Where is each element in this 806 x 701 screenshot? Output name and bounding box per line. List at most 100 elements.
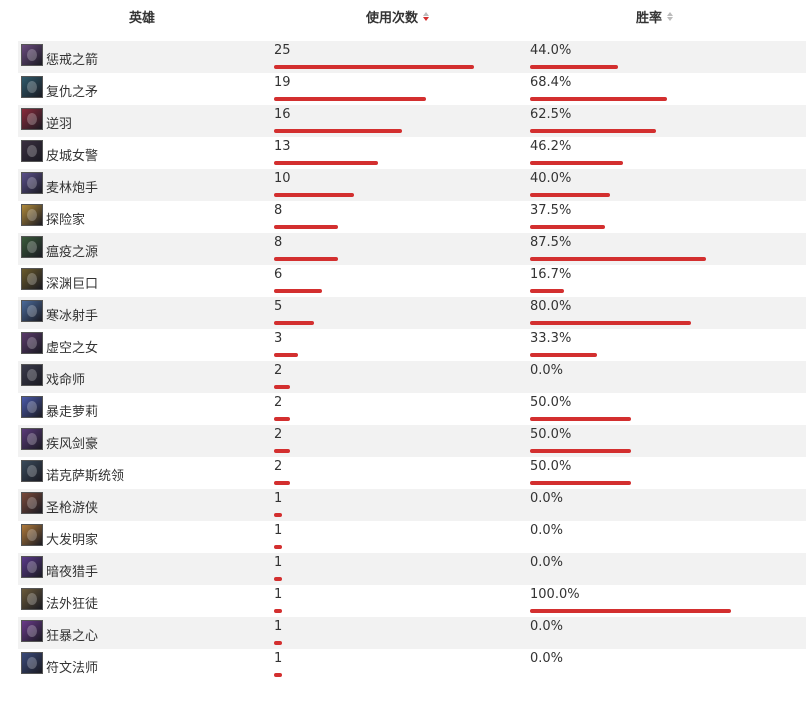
table-row[interactable]: 寒冰射手 5 80.0% (18, 297, 806, 329)
win-rate: 0.0% (530, 363, 564, 378)
table-row[interactable]: 复仇之矛 19 68.4% (18, 73, 806, 105)
hero-avatar[interactable] (21, 620, 43, 642)
table-row[interactable]: 法外狂徒 1 100.0% (18, 585, 806, 617)
usage-count-bar (274, 353, 298, 357)
hero-name[interactable]: 惩戒之箭 (46, 53, 99, 68)
usage-count-bar (274, 289, 322, 293)
usage-count-bar (274, 65, 474, 69)
hero-avatar[interactable] (21, 108, 43, 130)
hero-avatar[interactable] (21, 460, 43, 482)
hero-avatar[interactable] (21, 556, 43, 578)
usage-count: 1 (274, 651, 283, 666)
hero-avatar[interactable] (21, 300, 43, 322)
usage-count-bar (274, 481, 290, 485)
table-row[interactable]: 诺克萨斯统领 2 50.0% (18, 457, 806, 489)
hero-name[interactable]: 圣枪游侠 (46, 501, 99, 516)
usage-count: 1 (274, 619, 283, 634)
hero-avatar[interactable] (21, 428, 43, 450)
usage-count: 5 (274, 299, 283, 314)
table-row[interactable]: 暴走萝莉 2 50.0% (18, 393, 806, 425)
table-row[interactable]: 疾风剑豪 2 50.0% (18, 425, 806, 457)
table-row[interactable]: 探险家 8 37.5% (18, 201, 806, 233)
usage-count: 2 (274, 427, 283, 442)
rate-column-header[interactable]: 胜率 (636, 7, 674, 26)
hero-avatar[interactable] (21, 492, 43, 514)
win-rate-bar (530, 257, 706, 261)
hero-avatar[interactable] (21, 396, 43, 418)
hero-avatar[interactable] (21, 364, 43, 386)
table-row[interactable]: 虚空之女 3 33.3% (18, 329, 806, 361)
usage-count: 16 (274, 107, 291, 122)
count-column-header[interactable]: 使用次数 (366, 7, 430, 26)
usage-count-bar (274, 97, 426, 101)
hero-name[interactable]: 皮城女警 (46, 149, 99, 164)
hero-name[interactable]: 诺克萨斯统领 (46, 469, 125, 484)
table-row[interactable]: 暗夜猎手 1 0.0% (18, 553, 806, 585)
win-rate: 40.0% (530, 171, 572, 186)
hero-name[interactable]: 暗夜猎手 (46, 565, 99, 580)
hero-name[interactable]: 复仇之矛 (46, 85, 99, 100)
win-rate-bar (530, 481, 631, 485)
table-row[interactable]: 惩戒之箭 25 44.0% (18, 41, 806, 73)
hero-name[interactable]: 狂暴之心 (46, 629, 99, 644)
hero-avatar[interactable] (21, 76, 43, 98)
usage-count-bar (274, 577, 282, 581)
usage-count-bar (274, 257, 338, 261)
hero-name[interactable]: 瘟疫之源 (46, 245, 99, 260)
table-row[interactable]: 皮城女警 13 46.2% (18, 137, 806, 169)
hero-avatar[interactable] (21, 140, 43, 162)
hero-column-header: 英雄 (129, 7, 155, 26)
table-row[interactable]: 麦林炮手 10 40.0% (18, 169, 806, 201)
hero-avatar[interactable] (21, 332, 43, 354)
usage-count: 10 (274, 171, 291, 186)
hero-avatar[interactable] (21, 204, 43, 226)
hero-name[interactable]: 戏命师 (46, 373, 86, 388)
hero-name[interactable]: 逆羽 (46, 117, 73, 132)
win-rate: 80.0% (530, 299, 572, 314)
hero-name[interactable]: 大发明家 (46, 533, 99, 548)
hero-name[interactable]: 虚空之女 (46, 341, 99, 356)
hero-name[interactable]: 深渊巨口 (46, 277, 99, 292)
hero-name[interactable]: 暴走萝莉 (46, 405, 99, 420)
usage-count: 6 (274, 267, 283, 282)
win-rate: 0.0% (530, 555, 564, 570)
win-rate: 62.5% (530, 107, 572, 122)
usage-count: 3 (274, 331, 283, 346)
usage-count-bar (274, 641, 282, 645)
hero-name[interactable]: 探险家 (46, 213, 86, 228)
table-row[interactable]: 大发明家 1 0.0% (18, 521, 806, 553)
hero-name[interactable]: 寒冰射手 (46, 309, 99, 324)
sort-descending-icon[interactable] (423, 12, 430, 21)
usage-count: 13 (274, 139, 291, 154)
table-row[interactable]: 圣枪游侠 1 0.0% (18, 489, 806, 521)
win-rate: 68.4% (530, 75, 572, 90)
win-rate: 50.0% (530, 395, 572, 410)
hero-avatar[interactable] (21, 268, 43, 290)
hero-avatar[interactable] (21, 236, 43, 258)
win-rate: 46.2% (530, 139, 572, 154)
table-row[interactable]: 符文法师 1 0.0% (18, 649, 806, 681)
table-row[interactable]: 狂暴之心 1 0.0% (18, 617, 806, 649)
hero-avatar[interactable] (21, 652, 43, 674)
win-rate: 44.0% (530, 43, 572, 58)
win-rate: 0.0% (530, 651, 564, 666)
hero-name[interactable]: 法外狂徒 (46, 597, 99, 612)
hero-avatar[interactable] (21, 172, 43, 194)
table-row[interactable]: 深渊巨口 6 16.7% (18, 265, 806, 297)
table-row[interactable]: 瘟疫之源 8 87.5% (18, 233, 806, 265)
win-rate-bar (530, 321, 691, 325)
hero-name[interactable]: 疾风剑豪 (46, 437, 99, 452)
hero-name[interactable]: 符文法师 (46, 661, 99, 676)
table-row[interactable]: 逆羽 16 62.5% (18, 105, 806, 137)
usage-count-bar (274, 417, 290, 421)
hero-avatar[interactable] (21, 44, 43, 66)
hero-name[interactable]: 麦林炮手 (46, 181, 99, 196)
win-rate-bar (530, 193, 611, 197)
sort-icon[interactable] (667, 12, 674, 21)
hero-avatar[interactable] (21, 588, 43, 610)
usage-count-bar (274, 161, 378, 165)
usage-count: 2 (274, 363, 283, 378)
table-row[interactable]: 戏命师 2 0.0% (18, 361, 806, 393)
hero-avatar[interactable] (21, 524, 43, 546)
usage-count-bar (274, 449, 290, 453)
